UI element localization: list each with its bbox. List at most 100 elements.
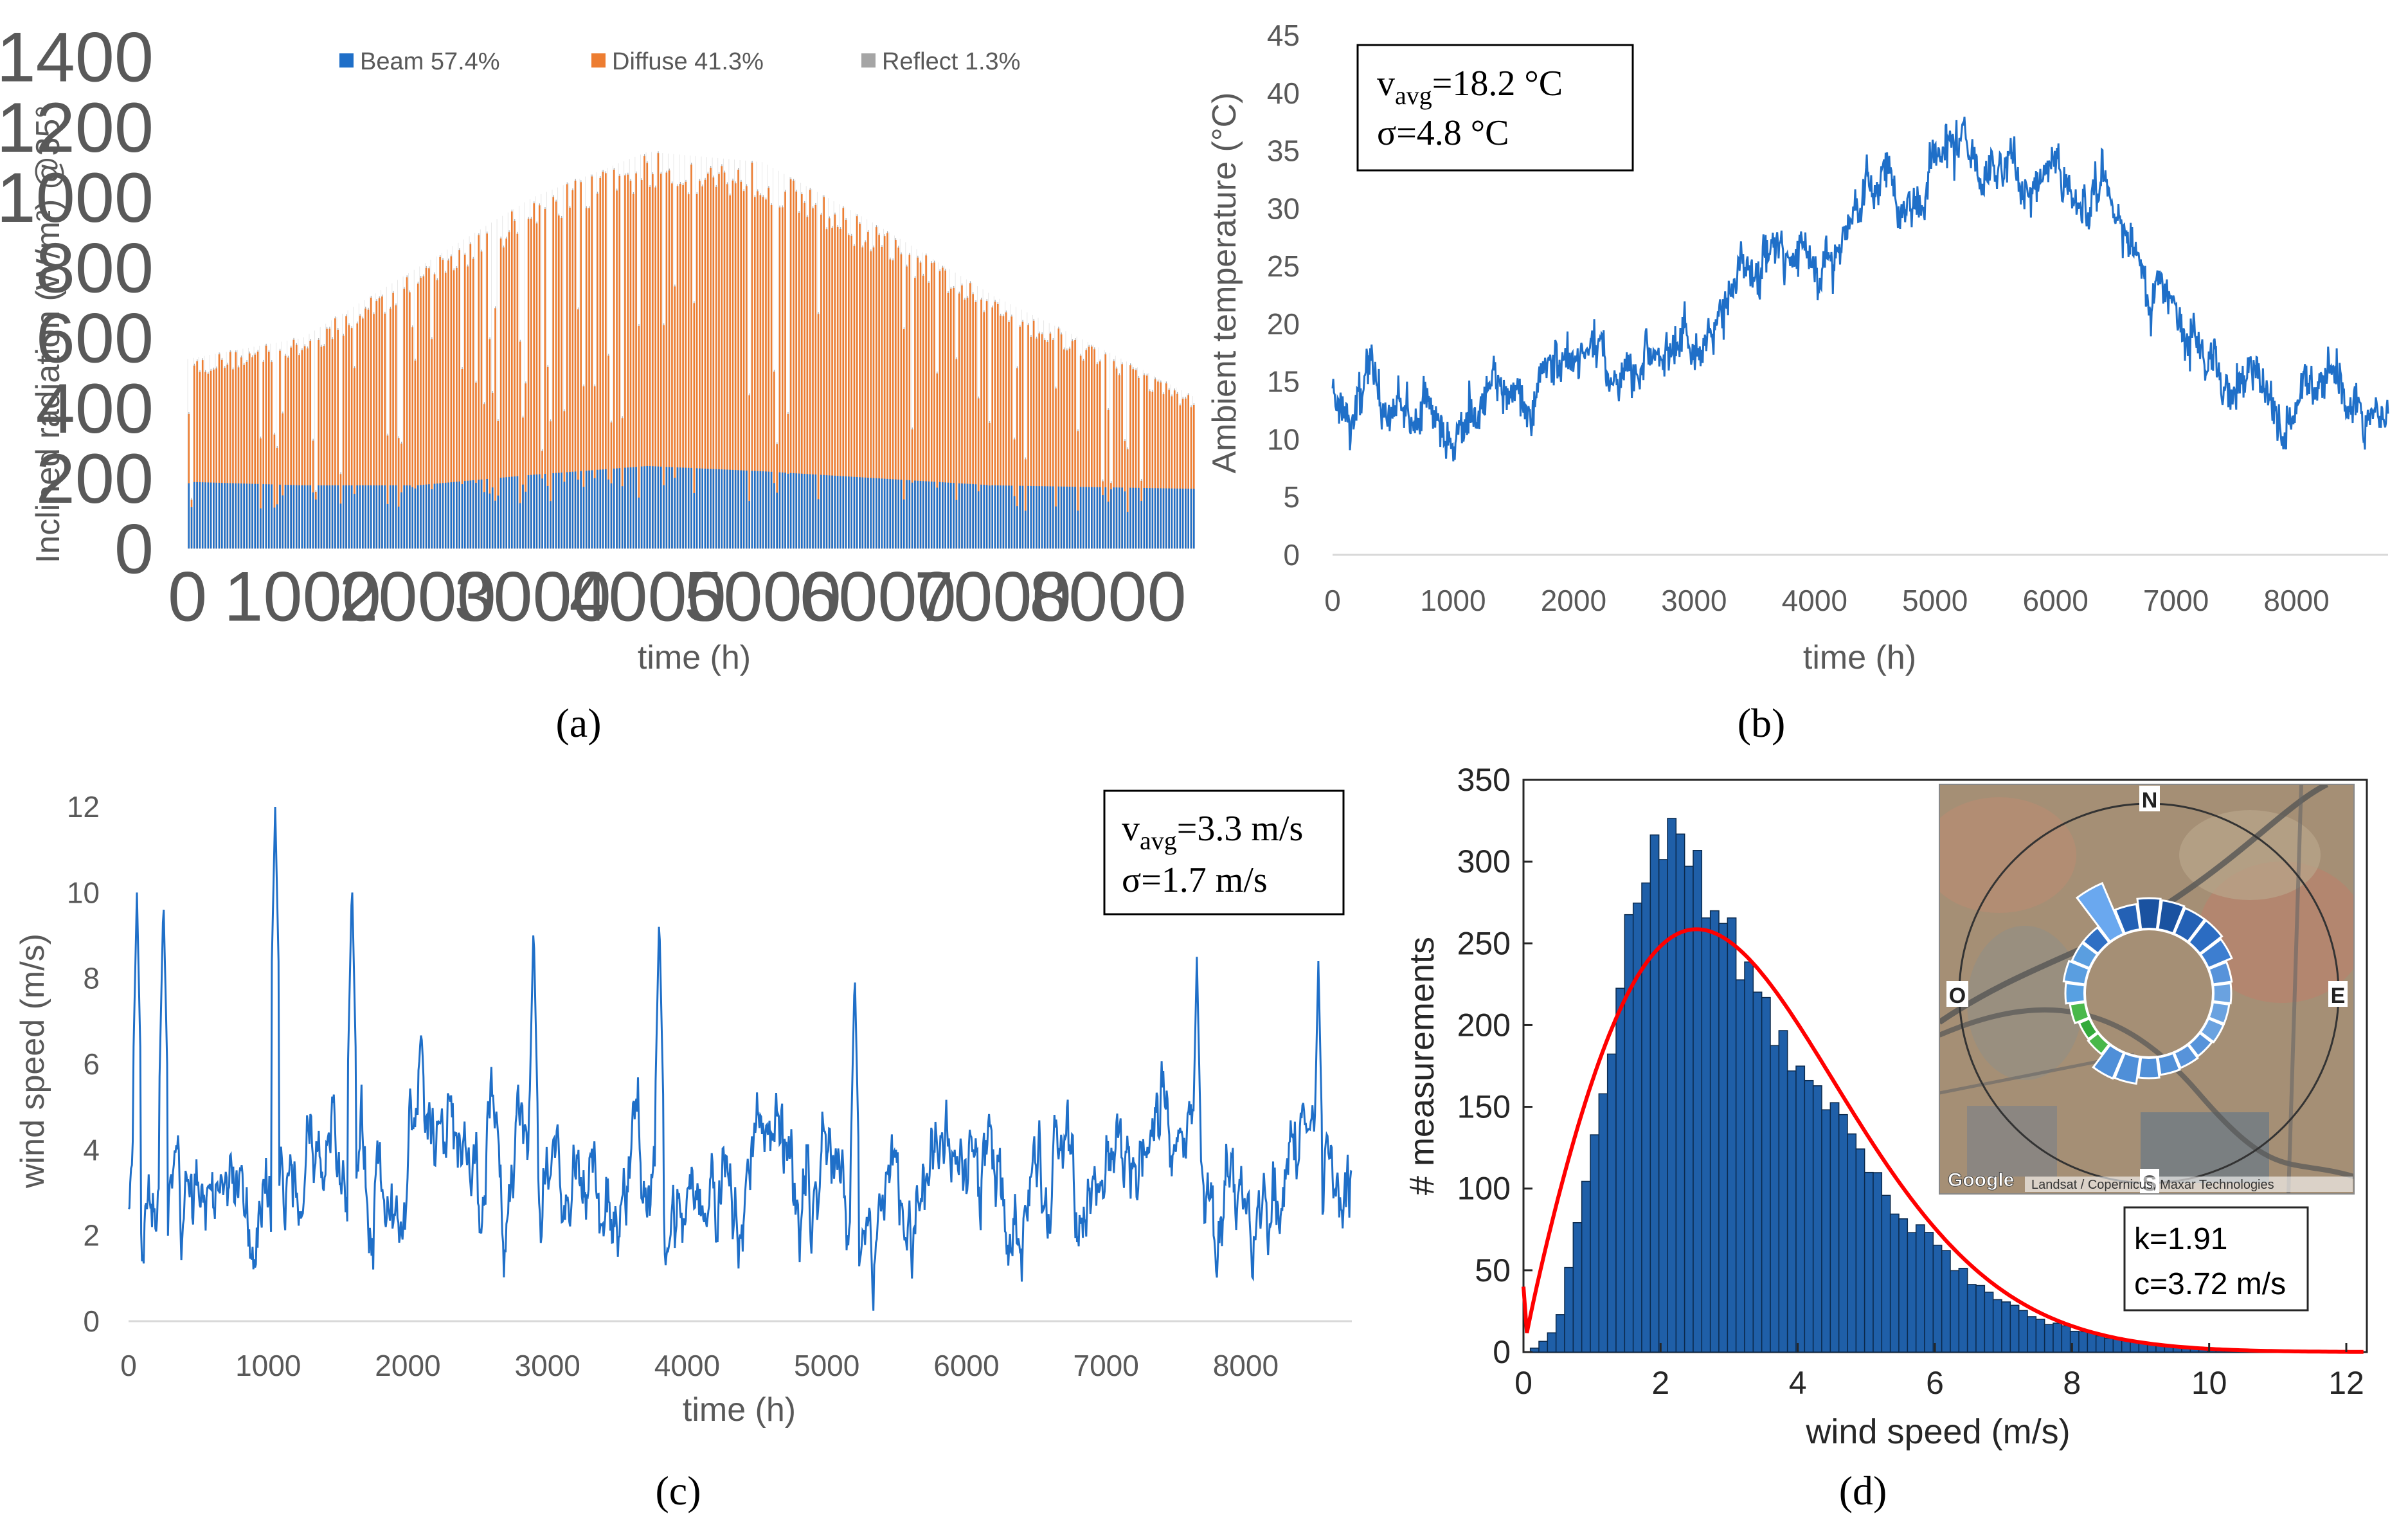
reflect-bar [969,281,971,284]
histogram-bar [1821,1109,1831,1353]
night-gap [242,348,244,549]
night-gap [999,298,1000,549]
diffuse-bar [944,270,946,549]
beam-bar [392,485,394,549]
diffuse-bar [991,307,994,549]
reflect-bar [1188,393,1189,395]
diffuse-bar [301,350,303,549]
beam-bar [1068,486,1071,549]
beam-bar [386,503,389,549]
diffuse-bar [602,172,604,549]
reflect-bar [1141,478,1142,481]
night-gap [651,152,652,549]
reflect-bar [539,203,540,206]
reflect-bar [359,314,361,316]
reflect-bar [412,325,413,328]
beam-bar [593,478,596,549]
beam-bar [433,483,436,549]
beam-bar [980,484,982,549]
diffuse-bar [519,341,521,549]
beam-bar [279,484,281,549]
beam-bar [439,483,441,549]
diffuse-bar [972,294,974,549]
reflect-bar [240,355,242,357]
diffuse-bar [657,153,660,549]
diffuse-bar [220,359,223,549]
panel-c-label: (c) [655,1468,701,1513]
diffuse-bar [878,235,880,549]
beam-bar [845,476,847,549]
diffuse-bar [897,248,899,549]
reflect-bar [514,219,516,221]
diffuse-bar [491,392,494,549]
diffuse-bar [406,277,408,549]
histogram-bar [1606,1053,1617,1353]
diffuse-bar [748,395,751,549]
panel-d-ytick: 250 [1457,925,1511,961]
beam-bar [616,468,618,549]
reflect-bar [956,357,957,359]
beam-bar [881,478,883,549]
diffuse-bar [248,353,251,549]
beam-bar [193,482,195,549]
beam-bar [461,484,463,549]
beam-bar [872,478,875,549]
beam-bar [582,487,585,549]
diffuse-bar [199,372,201,549]
reflect-bar [931,261,932,264]
beam-bar [256,483,259,549]
night-gap [1120,358,1122,549]
beam-bar [762,471,764,549]
beam-bar [1099,487,1101,549]
panel-d-xtick: 12 [2328,1365,2364,1401]
beam-bar [1107,501,1110,549]
diffuse-bar [757,191,759,549]
beam-bar [1049,486,1052,549]
reflect-bar [1105,352,1106,355]
diffuse-bar [848,235,850,549]
diffuse-bar [883,236,886,549]
diffuse-bar [439,257,441,549]
diffuse-bar [1129,365,1131,549]
panel-b-ytick: 30 [1267,192,1300,225]
beam-bar [425,484,427,549]
diffuse-bar [925,255,927,549]
diffuse-bar [467,266,469,549]
beam-bar [643,466,645,549]
diffuse-bar [817,314,820,549]
reflect-bar [895,238,897,240]
panel-a-ytick: 1200 [0,88,154,167]
reflect-bar [823,195,825,197]
night-gap [546,192,547,549]
night-gap [888,232,890,549]
beam-bar [1176,488,1178,549]
beam-bar [820,474,822,549]
diffuse-bar [533,203,535,549]
diffuse-bar [389,309,391,549]
diffuse-bar [386,435,389,549]
panel-a-ytick: 800 [36,228,154,307]
diffuse-bar [1115,368,1118,549]
beam-bar [1083,487,1084,549]
diffuse-bar [872,247,875,549]
beam-bar [632,467,634,549]
diffuse-bar [621,418,624,549]
night-gap [413,269,415,549]
beam-bar [972,484,974,549]
histogram-bar [2001,1301,2011,1353]
diffuse-bar [213,369,215,549]
beam-bar [784,473,786,549]
beam-bar [610,483,613,549]
night-gap [303,337,304,549]
diffuse-bar [561,217,562,549]
panel-c-xtick: 2000 [375,1349,440,1382]
panel-c-xtick: 5000 [794,1349,859,1382]
diffuse-bar [726,184,728,549]
beam-bar [1085,487,1088,549]
panel-b-ytick: 40 [1267,77,1300,110]
beam-bar [546,485,549,549]
reflect-bar [293,338,294,340]
diffuse-bar [710,167,712,549]
panel-c-xtick: 0 [120,1349,137,1382]
diffuse-bar [903,329,905,549]
